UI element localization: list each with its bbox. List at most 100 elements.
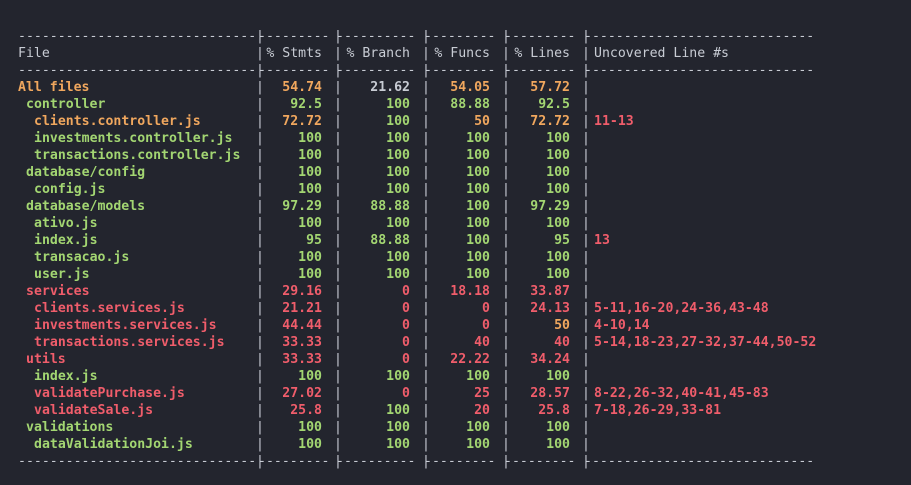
- column-separator: |: [422, 182, 430, 197]
- column-separator: |: [334, 386, 342, 401]
- branch-value: 0: [402, 284, 410, 299]
- divider-top: ------------------------------ | ---------…: [0, 28, 911, 45]
- column-separator: |: [256, 284, 264, 299]
- branch-value: 100: [386, 131, 410, 146]
- column-separator: |: [422, 199, 430, 214]
- column-separator: |: [334, 182, 342, 197]
- column-separator: |: [502, 114, 510, 129]
- uncovered-lines: [594, 249, 894, 266]
- file-name: validations: [26, 420, 114, 435]
- column-separator: |: [422, 403, 430, 418]
- funcs-value: 100: [466, 267, 490, 282]
- column-separator: |: [334, 63, 342, 78]
- column-separator: |: [582, 318, 590, 333]
- stmts-value: 25.8: [290, 403, 322, 418]
- funcs-value: 88.88: [450, 97, 490, 112]
- file-name: investments.services.js: [34, 318, 217, 333]
- funcs-value: 100: [466, 148, 490, 163]
- column-separator: |: [334, 216, 342, 231]
- column-separator: |: [502, 46, 510, 61]
- funcs-value: 100: [466, 131, 490, 146]
- column-separator: |: [256, 63, 264, 78]
- column-separator: |: [422, 114, 430, 129]
- column-separator: |: [256, 335, 264, 350]
- divider-uncovered: -----------------------------: [584, 63, 815, 78]
- column-separator: |: [422, 386, 430, 401]
- table-row: transactions.services.js | 33.33 | 0 | 40 | 40 | 5…: [0, 334, 911, 351]
- branch-value: 100: [386, 114, 410, 129]
- table-row: ativo.js | 100 | 100 | 100 | 100 |: [0, 215, 911, 232]
- stmts-value: 100: [298, 148, 322, 163]
- stmts-value: 100: [298, 420, 322, 435]
- column-separator: |: [582, 267, 590, 282]
- branch-value: 0: [402, 386, 410, 401]
- lines-value: 25.8: [538, 403, 570, 418]
- stmts-value: 44.44: [282, 318, 322, 333]
- lines-value: 100: [546, 165, 570, 180]
- stmts-value: 21.21: [282, 301, 322, 316]
- lines-value: 24.13: [530, 301, 570, 316]
- divider-file: ------------------------------: [18, 63, 257, 78]
- column-separator: |: [334, 335, 342, 350]
- table-row: index.js | 95 | 88.88 | 100 | 95 | 13: [0, 232, 911, 249]
- file-name: index.js: [34, 369, 98, 384]
- column-separator: |: [582, 114, 590, 129]
- table-row: services | 29.16 | 0 | 18.18 | 33.87 |: [0, 283, 911, 300]
- stmts-value: 54.74: [282, 80, 322, 95]
- column-separator: |: [422, 148, 430, 163]
- divider-funcs: ---------: [424, 29, 496, 44]
- funcs-value: 100: [466, 233, 490, 248]
- column-separator: |: [256, 216, 264, 231]
- uncovered-lines: [594, 164, 894, 181]
- column-separator: |: [502, 97, 510, 112]
- uncovered-lines: [594, 436, 894, 453]
- column-separator: |: [334, 233, 342, 248]
- funcs-value: 100: [466, 250, 490, 265]
- column-separator: |: [422, 369, 430, 384]
- column-separator: |: [582, 437, 590, 452]
- divider-file: ------------------------------: [18, 454, 257, 469]
- stmts-value: 29.16: [282, 284, 322, 299]
- uncovered-lines: [594, 283, 894, 300]
- lines-value: 95: [554, 233, 570, 248]
- divider-branch: ----------: [336, 29, 416, 44]
- stmts-value: 72.72: [282, 114, 322, 129]
- header-lines: % Lines: [514, 46, 570, 61]
- column-separator: |: [502, 165, 510, 180]
- divider-uncovered: -----------------------------: [584, 454, 815, 469]
- file-name: services: [26, 284, 90, 299]
- stmts-value: 100: [298, 182, 322, 197]
- branch-value: 100: [386, 148, 410, 163]
- stmts-value: 27.02: [282, 386, 322, 401]
- file-name: clients.services.js: [34, 301, 185, 316]
- table-row: validations | 100 | 100 | 100 | 100 |: [0, 419, 911, 436]
- column-separator: |: [582, 420, 590, 435]
- stmts-value: 95: [306, 233, 322, 248]
- uncovered-lines: 4-10,14: [594, 318, 650, 333]
- column-separator: |: [334, 284, 342, 299]
- funcs-value: 0: [482, 301, 490, 316]
- funcs-value: 100: [466, 165, 490, 180]
- column-separator: |: [582, 284, 590, 299]
- column-separator: |: [582, 454, 590, 469]
- stmts-value: 100: [298, 165, 322, 180]
- table-row: index.js | 100 | 100 | 100 | 100 |: [0, 368, 911, 385]
- lines-value: 100: [546, 148, 570, 163]
- file-name: controller: [26, 97, 106, 112]
- column-separator: |: [256, 97, 264, 112]
- column-separator: |: [422, 352, 430, 367]
- table-row: utils | 33.33 | 0 | 22.22 | 34.24 |: [0, 351, 911, 368]
- funcs-value: 100: [466, 369, 490, 384]
- lines-value: 72.72: [530, 114, 570, 129]
- column-separator: |: [582, 148, 590, 163]
- column-separator: |: [502, 318, 510, 333]
- lines-value: 100: [546, 131, 570, 146]
- column-separator: |: [334, 148, 342, 163]
- divider-lines: ---------: [504, 454, 576, 469]
- column-separator: |: [256, 437, 264, 452]
- column-separator: |: [502, 250, 510, 265]
- column-separator: |: [502, 80, 510, 95]
- column-separator: |: [422, 420, 430, 435]
- column-separator: |: [582, 97, 590, 112]
- branch-value: 88.88: [370, 233, 410, 248]
